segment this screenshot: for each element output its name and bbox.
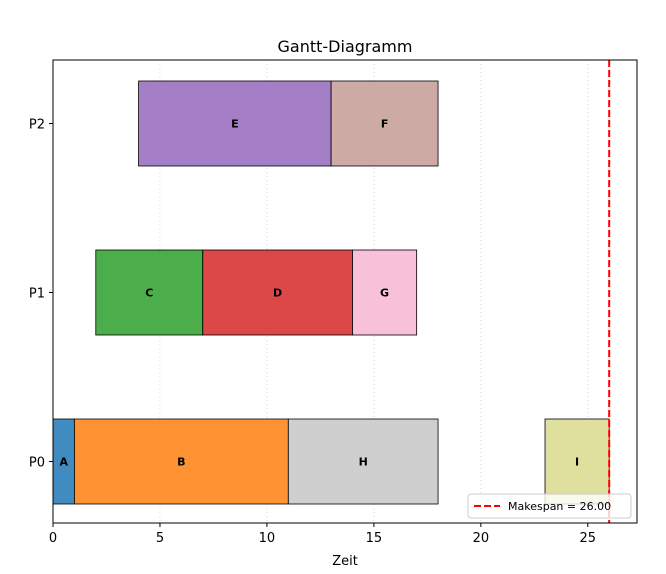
task-label-g: G xyxy=(380,287,389,300)
task-label-f: F xyxy=(381,118,389,131)
task-bar-d xyxy=(202,249,353,336)
x-axis-ticks: 0 5 10 15 20 25 xyxy=(49,523,596,546)
x-tick-label: 10 xyxy=(259,531,276,546)
y-axis-ticks: P0 P1 P2 xyxy=(29,118,53,471)
x-tick-label: 20 xyxy=(473,531,490,546)
task-label-c: C xyxy=(145,287,153,300)
y-tick-label-p1: P1 xyxy=(29,287,45,302)
chart-title: Gantt-Diagramm xyxy=(278,37,413,56)
legend-box xyxy=(467,493,632,519)
task-bar-h xyxy=(287,418,439,505)
plot-frame xyxy=(52,59,638,524)
task-bar-c xyxy=(95,249,204,336)
x-axis-label: Zeit xyxy=(332,554,358,569)
x-tick-label: 0 xyxy=(49,531,57,546)
y-tick-label-p2: P2 xyxy=(29,118,45,133)
task-label-b: B xyxy=(177,456,185,469)
y-tick-label-p0: P0 xyxy=(29,456,45,471)
legend-label-makespan: Makespan = 26.00 xyxy=(508,500,611,513)
x-tick-label: 25 xyxy=(580,531,597,546)
task-label-h: H xyxy=(359,456,368,469)
task-label-d: D xyxy=(273,287,282,300)
task-bars: A B H I C D G E F xyxy=(52,80,610,505)
task-bar-e xyxy=(138,80,332,167)
task-label-e: E xyxy=(231,118,239,131)
task-label-a: A xyxy=(59,456,68,469)
task-bar-f xyxy=(330,80,439,167)
x-tick-label: 5 xyxy=(156,531,164,546)
x-tick-label: 15 xyxy=(366,531,383,546)
task-label-i: I xyxy=(575,456,579,469)
task-bar-b xyxy=(73,418,289,505)
legend: Makespan = 26.00 xyxy=(467,493,632,519)
task-bar-i xyxy=(544,418,610,505)
task-bar-g xyxy=(352,249,418,336)
